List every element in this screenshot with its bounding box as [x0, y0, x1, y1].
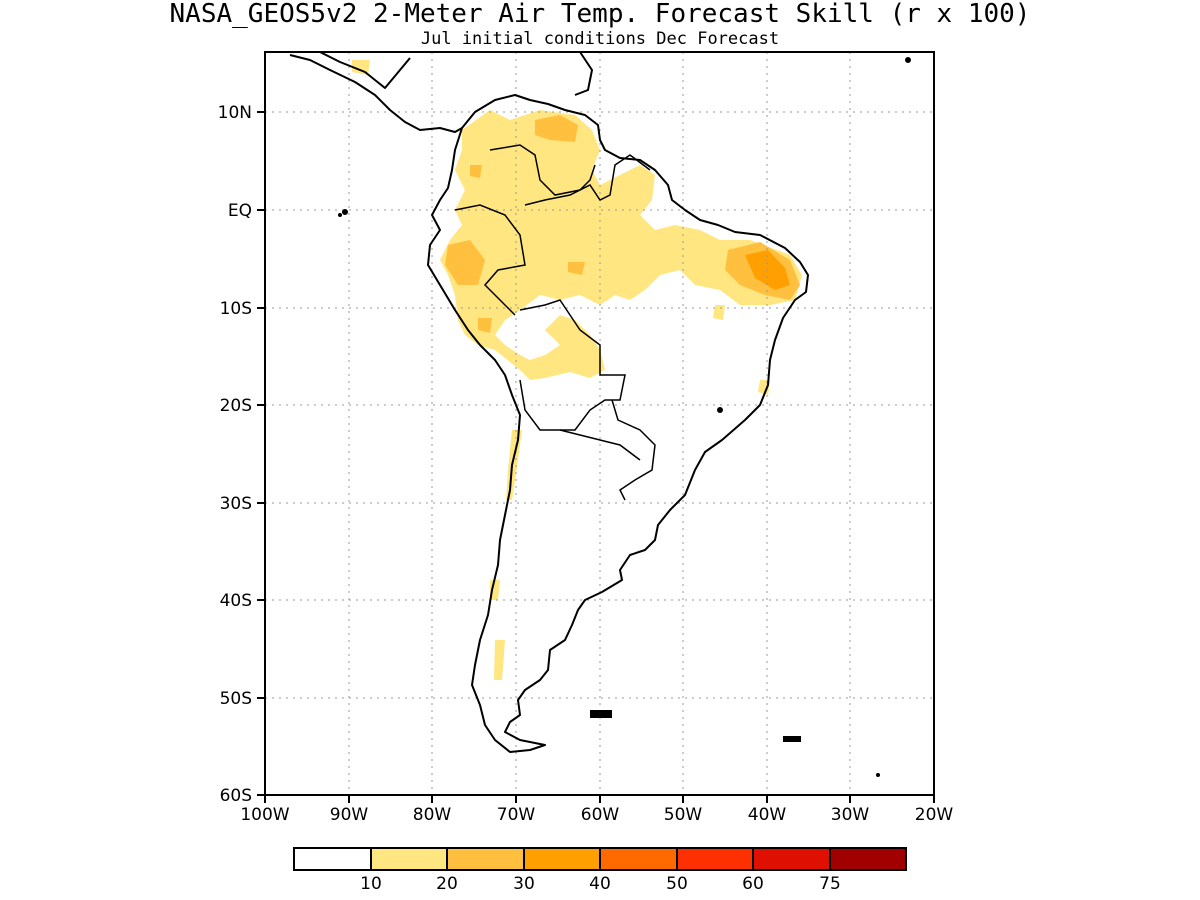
skill-region-amazon-spot: [568, 262, 585, 275]
skill-region-bolivia-spot: [478, 318, 492, 333]
graticule: [265, 52, 934, 795]
country-borders: [454, 144, 656, 501]
colorbar-label: 10: [360, 874, 382, 894]
lat-label: 30S: [220, 494, 252, 514]
axis-ticks: [257, 111, 935, 803]
latitude-labels: 10N EQ 10S 20S 30S 40S 50S 60S: [218, 103, 252, 806]
colorbar-swatch: [752, 847, 831, 871]
colorbar-label: 60: [742, 874, 764, 894]
central-america-north: [319, 51, 411, 89]
skill-region-patagonia: [494, 640, 505, 680]
coastlines: [289, 51, 809, 753]
colorbar-swatch: [829, 847, 907, 871]
central-america-coastline: [289, 54, 463, 133]
longitude-labels: 100W 90W 80W 70W 60W 50W 40W 30W 20W: [240, 805, 953, 825]
lon-label: 40W: [748, 805, 787, 825]
skill-region-peru: [445, 240, 485, 285]
colorbar: 10 20 30 40 50 60 75: [293, 847, 907, 894]
lat-label: 50S: [220, 689, 252, 709]
skill-region-colombia-spot: [470, 165, 482, 178]
lon-label: 100W: [240, 805, 289, 825]
lat-label: 20S: [220, 396, 252, 416]
colorbar-swatch: [599, 847, 678, 871]
lon-label: 60W: [581, 805, 620, 825]
colorbar-swatch: [676, 847, 754, 871]
lon-label: 70W: [497, 805, 536, 825]
lon-label: 80W: [413, 805, 452, 825]
lat-label: EQ: [228, 201, 252, 221]
colorbar-label: 30: [513, 874, 535, 894]
map-subtitle: Jul initial conditions Dec Forecast: [421, 29, 779, 49]
lat-label: 40S: [220, 591, 252, 611]
islands: [338, 57, 911, 777]
colorbar-label: 40: [589, 874, 611, 894]
skill-shading: [352, 60, 802, 680]
south-america-coastline: [427, 94, 809, 753]
map-title: NASA_GEOS5v2 2-Meter Air Temp. Forecast …: [170, 0, 1031, 29]
lon-label: 30W: [831, 805, 870, 825]
colorbar-label: 20: [436, 874, 458, 894]
colorbar-label: 50: [666, 874, 688, 894]
lon-label: 90W: [330, 805, 369, 825]
skill-region-ne-brazil-spot: [713, 305, 725, 320]
lat-label: 10N: [218, 103, 252, 123]
skill-region-bahia-spot: [758, 380, 770, 395]
caribbean-coast: [574, 51, 593, 96]
skill-region-north: [440, 110, 802, 380]
lat-label: 10S: [220, 299, 252, 319]
colorbar-label: 75: [819, 874, 841, 894]
plot-area: [264, 51, 935, 796]
colorbar-swatch: [293, 847, 372, 871]
lon-label: 50W: [664, 805, 703, 825]
colorbar-swatch: [446, 847, 525, 871]
lon-label: 20W: [915, 805, 954, 825]
colorbar-swatch: [523, 847, 601, 871]
skill-region-venezuela: [535, 115, 578, 142]
lat-label: 60S: [220, 786, 252, 806]
colorbar-swatch: [370, 847, 448, 871]
